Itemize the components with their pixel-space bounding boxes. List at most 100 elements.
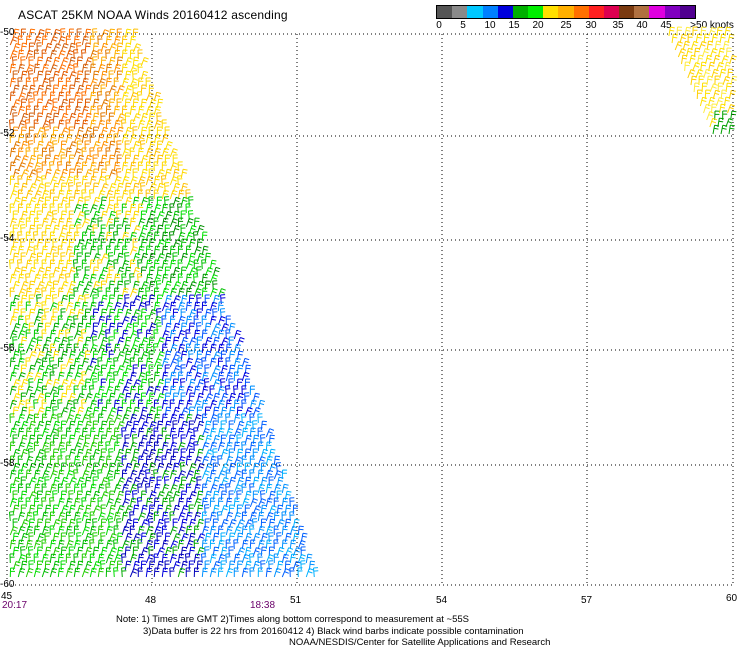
wind-barb <box>156 337 165 347</box>
wind-barb <box>105 554 114 564</box>
wind-barb <box>137 525 145 536</box>
wind-barb <box>185 455 192 466</box>
wind-barb <box>145 217 154 228</box>
wind-barb <box>233 441 240 452</box>
wind-barb <box>153 91 162 102</box>
wind-barb <box>276 532 282 543</box>
wind-barb <box>33 441 40 452</box>
wind-barb <box>156 393 165 403</box>
wind-barb <box>97 441 104 452</box>
wind-barb <box>25 35 32 46</box>
wind-barb <box>73 105 82 116</box>
wind-barb <box>249 385 255 396</box>
wind-barb <box>145 469 151 480</box>
wind-barb <box>201 399 209 410</box>
wind-barb <box>36 546 43 557</box>
wind-barb <box>137 329 143 340</box>
wind-barb <box>682 40 691 51</box>
wind-barb <box>209 553 217 564</box>
wind-barb <box>273 525 279 536</box>
wind-barb <box>12 280 21 291</box>
wind-barb <box>140 84 147 95</box>
wind-barb <box>116 560 123 571</box>
wind-barb <box>140 532 147 543</box>
wind-barb <box>209 399 218 410</box>
wind-barb <box>43 308 50 319</box>
wind-barb <box>36 70 44 81</box>
wind-barb <box>41 385 47 396</box>
wind-barb <box>8 259 15 270</box>
wind-barb <box>297 567 303 578</box>
wind-barb <box>92 141 101 151</box>
wind-barb <box>100 364 107 375</box>
wind-barb <box>129 147 135 158</box>
wind-barb <box>209 357 217 368</box>
wind-barb <box>33 190 42 200</box>
wind-barb <box>76 546 84 557</box>
wind-barb <box>719 68 727 79</box>
wind-barb <box>108 322 116 333</box>
wind-barb <box>84 182 90 192</box>
lon-label: 54 <box>436 595 448 606</box>
wind-barb <box>188 252 196 263</box>
wind-barb <box>201 470 210 480</box>
wind-barb <box>720 124 728 135</box>
note-line: NOAA/NESDIS/Center for Satellite Applica… <box>289 637 551 648</box>
wind-barb <box>68 477 77 487</box>
wind-barb <box>44 490 51 501</box>
wind-barb <box>703 68 711 79</box>
wind-barb <box>259 490 266 501</box>
wind-barb <box>244 407 253 417</box>
wind-barb <box>9 77 17 88</box>
legend-swatch <box>543 6 559 18</box>
wind-barb <box>116 406 123 417</box>
wind-barb <box>41 470 50 480</box>
wind-barb <box>121 469 128 480</box>
wind-barb <box>684 26 692 37</box>
wind-barb <box>89 567 97 578</box>
wind-barb <box>129 273 135 284</box>
wind-barb <box>12 126 19 137</box>
wind-barb <box>68 406 76 417</box>
wind-barb <box>257 441 264 452</box>
wind-barb <box>129 189 135 200</box>
wind-barb <box>17 162 26 172</box>
wind-barb <box>65 315 73 326</box>
wind-barb <box>148 476 155 487</box>
wind-barb <box>188 560 194 571</box>
wind-barb <box>28 308 36 319</box>
wind-barb <box>84 140 90 151</box>
wind-barb <box>60 407 69 417</box>
wind-barb <box>689 54 697 65</box>
legend-label: 10 <box>484 20 496 31</box>
wind-barb <box>192 273 199 284</box>
wind-barb <box>28 322 34 333</box>
wind-barb <box>25 441 34 452</box>
wind-barb <box>28 266 37 277</box>
wind-barb <box>721 55 730 65</box>
lat-label: -60 <box>0 579 15 590</box>
wind-barb <box>252 476 260 487</box>
wind-barb <box>89 161 97 172</box>
wind-barb <box>97 301 104 312</box>
wind-barb <box>97 287 103 298</box>
wind-barb <box>707 96 716 107</box>
wind-barb <box>161 189 169 200</box>
wind-barb <box>209 567 217 578</box>
wind-barb <box>52 182 60 193</box>
wind-barb <box>100 238 106 248</box>
wind-barb <box>225 511 234 522</box>
wind-barb <box>153 371 160 382</box>
wind-barb <box>132 336 141 347</box>
wind-barb <box>68 98 74 109</box>
wind-barb <box>273 470 283 480</box>
wind-barb <box>177 553 185 564</box>
wind-barb <box>9 217 18 228</box>
wind-barb <box>716 62 725 72</box>
wind-barb <box>241 455 247 465</box>
wind-barb <box>65 540 74 550</box>
wind-barb <box>81 343 89 354</box>
wind-barb <box>57 203 63 213</box>
wind-barb <box>44 154 51 165</box>
